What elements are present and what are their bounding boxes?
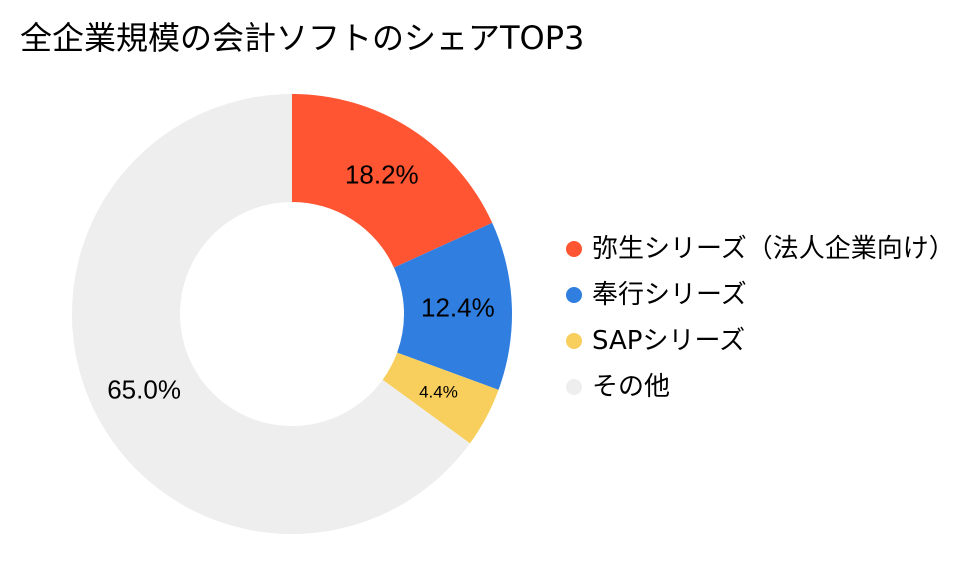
chart-title: 全企業規模の会計ソフトのシェアTOP3 — [20, 19, 585, 57]
slice-value-label-1: 18.2% — [345, 159, 419, 189]
legend-item-3: SAPシリーズ — [566, 318, 955, 364]
legend-item-1: 弥生シリーズ（法人企業向け） — [566, 226, 955, 272]
legend-item-2: 奉行シリーズ — [566, 272, 955, 318]
donut-slice-3 — [382, 352, 499, 444]
chart-legend: 弥生シリーズ（法人企業向け） 奉行シリーズ SAPシリーズ その他 — [566, 226, 955, 410]
legend-label: 奉行シリーズ — [592, 280, 747, 310]
slice-value-label-2: 12.4% — [421, 293, 495, 323]
legend-item-4: その他 — [566, 364, 955, 410]
legend-label: SAPシリーズ — [592, 326, 746, 356]
legend-swatch — [566, 333, 582, 349]
legend-swatch — [566, 379, 582, 395]
donut-slice-4 — [71, 94, 470, 534]
legend-label: 弥生シリーズ（法人企業向け） — [592, 234, 955, 264]
legend-swatch — [566, 287, 582, 303]
legend-swatch — [566, 241, 582, 257]
slice-value-label-4: 65.0% — [107, 374, 181, 404]
donut-slice-1 — [292, 94, 493, 268]
donut-slice-2 — [393, 222, 512, 390]
legend-label: その他 — [592, 372, 671, 402]
slice-value-label-3: 4.4% — [419, 383, 458, 402]
